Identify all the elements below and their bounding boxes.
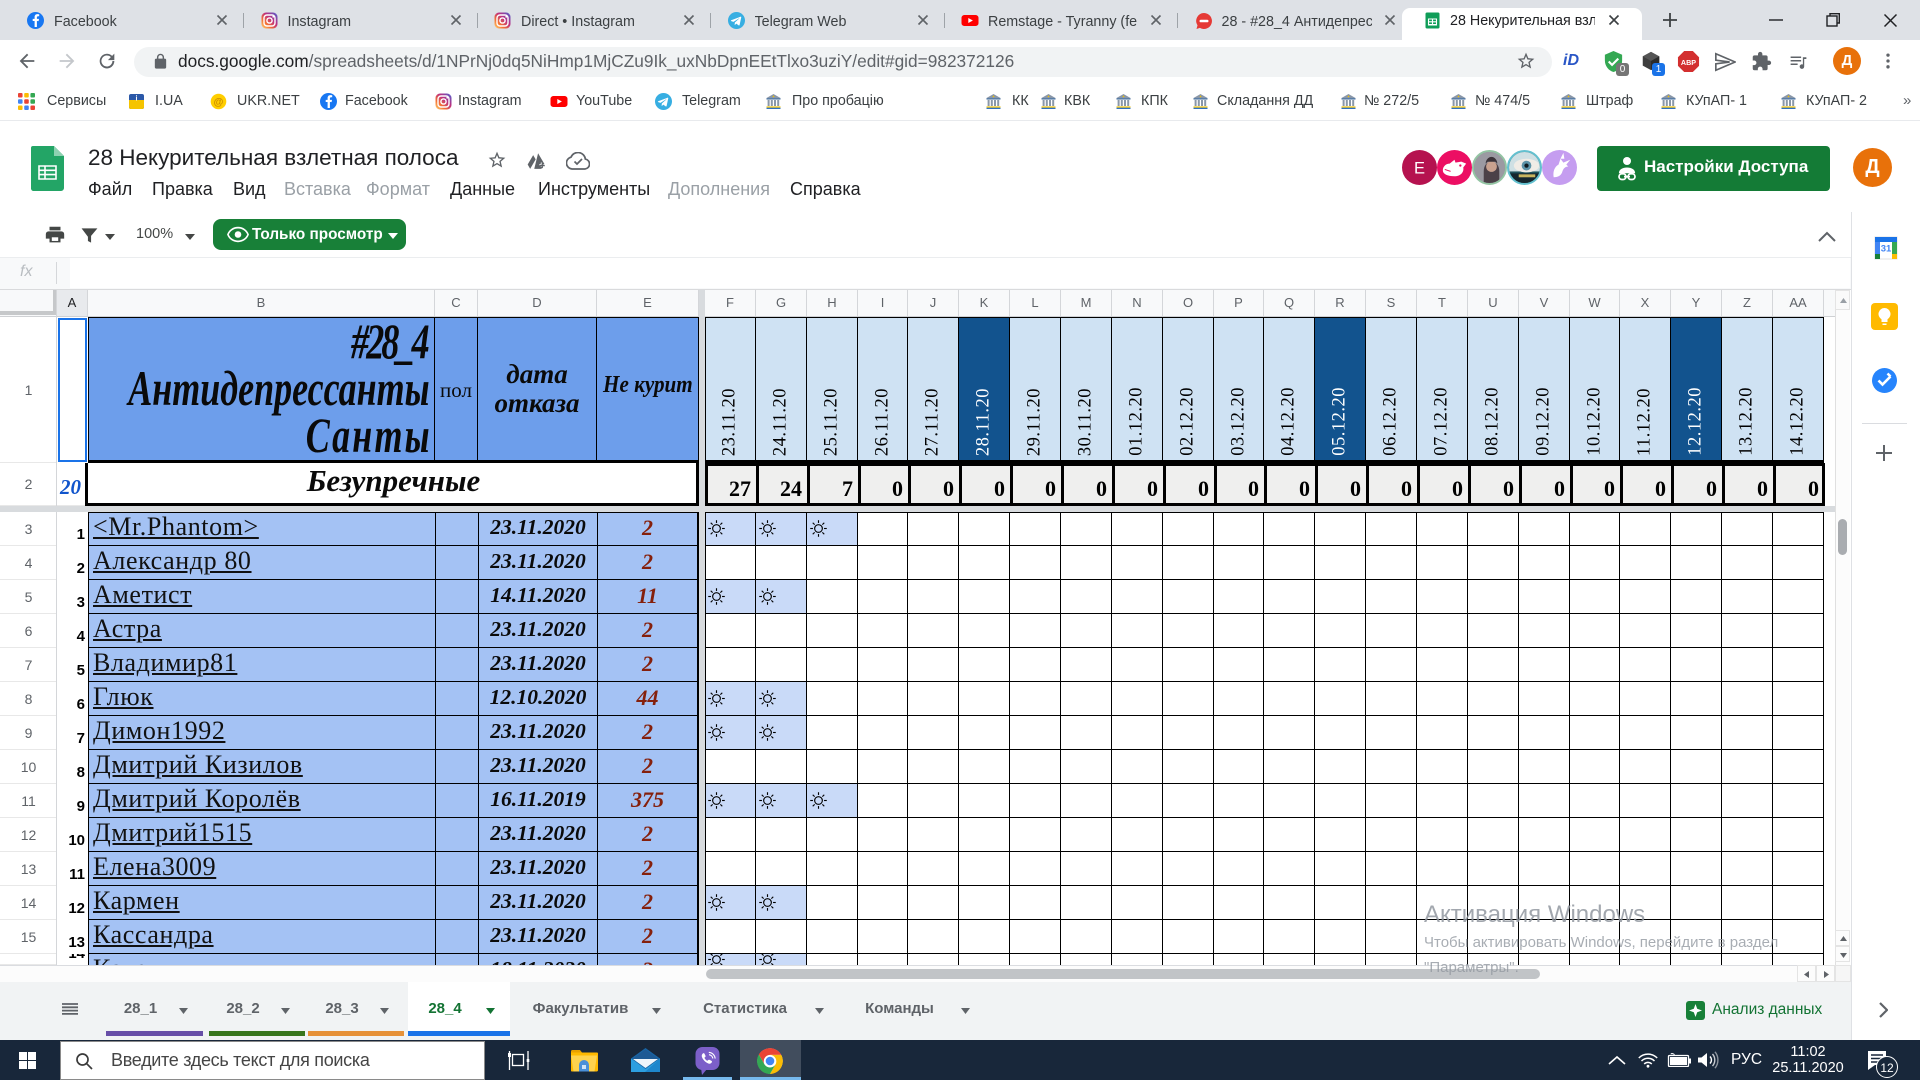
svg-text:E: E bbox=[1414, 158, 1425, 177]
svg-text:i: i bbox=[136, 96, 138, 103]
svg-text:31: 31 bbox=[1881, 244, 1892, 255]
svg-text:ABP: ABP bbox=[1681, 59, 1696, 67]
svg-text:@: @ bbox=[214, 97, 224, 108]
